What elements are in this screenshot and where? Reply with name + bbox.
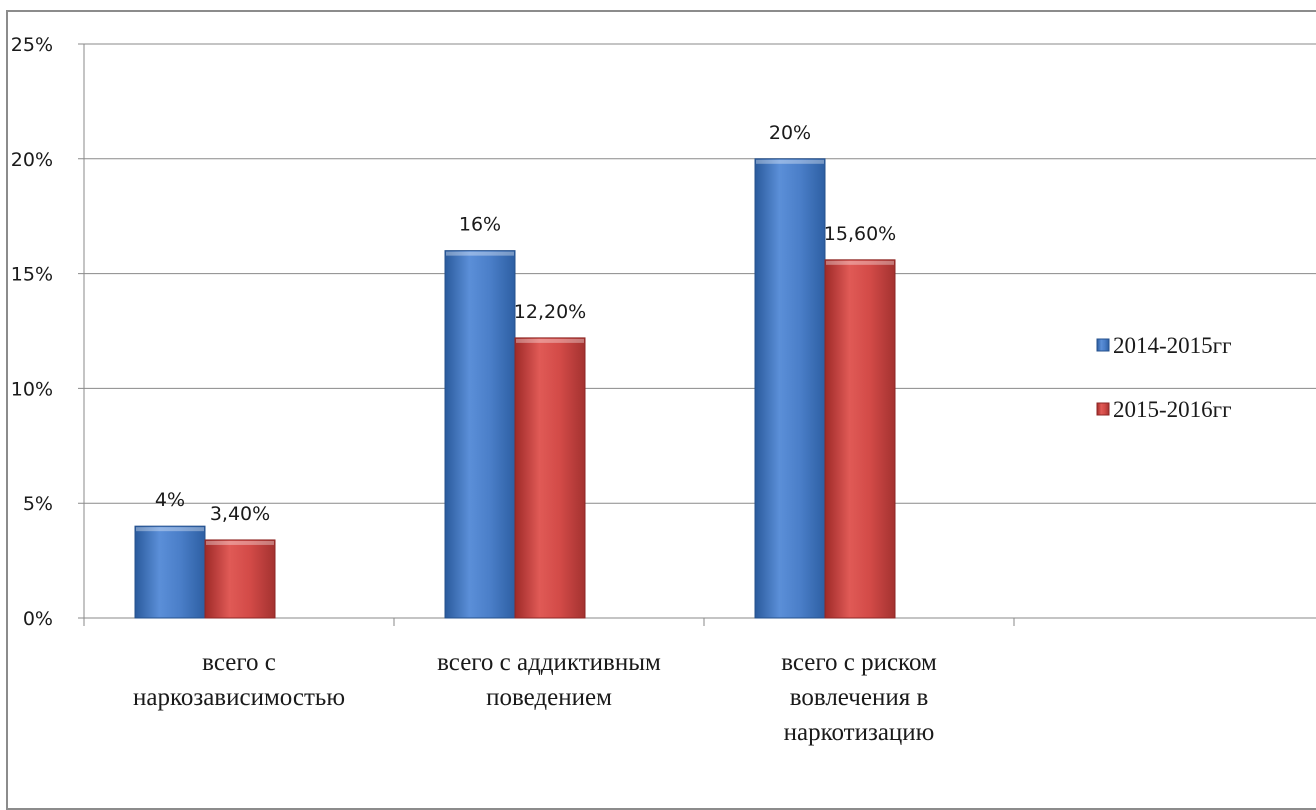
bar-body [824,259,896,619]
data-label: 20% [769,122,811,144]
category-label: поведением [486,684,612,711]
bar-top-cap [826,260,894,265]
category-label: наркотизацию [784,719,935,746]
bar-body [444,250,516,619]
bar-top-cap [206,540,274,545]
data-label: 3,40% [210,503,270,525]
legend-swatch [1096,338,1110,352]
data-label: 12,20% [514,301,586,323]
y-tick-label: 10% [11,378,53,400]
bar-body [514,337,586,619]
bar-series-1 [444,250,516,619]
bar-top-cap [446,251,514,256]
category-labels: всего с наркозависимостью всего с аддиктив… [133,649,937,746]
bar-series-1 [134,525,206,619]
legend-swatch [1096,402,1110,416]
bar-series-2 [514,337,586,619]
bar-body [134,525,206,619]
bar-top-cap [516,338,584,343]
bar-top-cap [136,527,204,532]
bar-top-cap [756,159,824,164]
gridlines [78,43,1316,619]
y-tick-label: 5% [23,493,53,515]
data-label: 4% [155,489,185,511]
data-labels: 4% 3,40% 16% 12,20% 20% 15,60% [155,122,896,525]
bar-series-2 [824,259,896,619]
category-label: всего с [202,649,276,676]
y-tick-label: 20% [11,149,53,171]
category-label: всего с риском [781,649,937,676]
bar-series-1 [754,158,826,619]
legend: 2014-2015гг 2015-2016гг [1096,333,1232,422]
legend-label: 2014-2015гг [1113,333,1232,358]
y-tick-label: 25% [11,34,53,56]
bars [134,158,896,619]
data-label: 16% [459,214,501,236]
axes: 0% 5% 10% 15% 20% 25% [11,34,1015,630]
y-tick-label: 0% [23,608,53,630]
legend-item: 2014-2015гг [1096,333,1232,358]
legend-item: 2015-2016гг [1096,397,1232,422]
category-label: всего с аддиктивным [437,649,661,676]
category-label: наркозависимостью [133,684,345,711]
legend-label: 2015-2016гг [1113,397,1232,422]
y-tick-label: 15% [11,264,53,286]
bar-body [204,539,276,619]
category-label: вовлечения в [790,684,929,711]
bar-series-2 [204,539,276,619]
data-label: 15,60% [824,223,896,245]
bar-body [754,158,826,619]
